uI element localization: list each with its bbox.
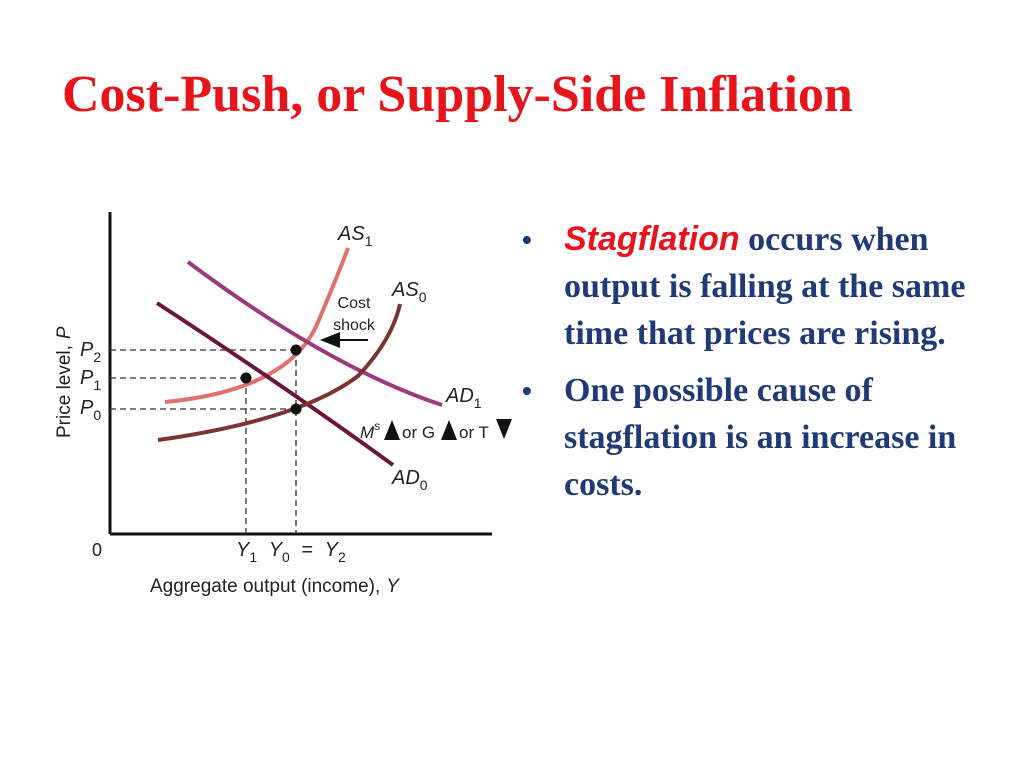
as0-curve bbox=[157, 303, 402, 442]
cost-shock-label-2: shock bbox=[333, 317, 376, 334]
p1-label: P1 bbox=[80, 367, 101, 393]
bullet-item: • Stagflation occurs when output is fall… bbox=[522, 216, 1002, 357]
ad1-label: AD1 bbox=[445, 385, 482, 411]
ad0-label: AD0 bbox=[391, 467, 428, 493]
x-axis-title: Aggregate output (income), Y bbox=[150, 576, 400, 597]
policy-label: Ms or G or T bbox=[360, 419, 512, 442]
bullet-item: • One possible cause of stagflation is a… bbox=[522, 367, 1002, 508]
svg-text:or G: or G bbox=[402, 423, 435, 442]
svg-text:Ms: Ms bbox=[360, 419, 380, 442]
as1-curve bbox=[164, 247, 350, 404]
ad1-curve bbox=[186, 260, 443, 407]
output-labels: Y1 Y0 = Y2 bbox=[236, 539, 346, 567]
bullet-emphasis: Stagflation bbox=[564, 220, 740, 258]
origin-label: 0 bbox=[92, 540, 102, 560]
equilibrium-point-p1 bbox=[240, 372, 252, 384]
y-axis-title: Price level,P bbox=[54, 326, 75, 438]
equilibrium-point-p0 bbox=[290, 403, 302, 415]
equilibrium-point-p2 bbox=[290, 344, 302, 356]
bullet-dot: • bbox=[522, 375, 532, 406]
as0-label: AS0 bbox=[391, 279, 427, 305]
bullet-text: One possible cause of stagflation is an … bbox=[564, 372, 957, 503]
svg-text:or T: or T bbox=[459, 423, 489, 442]
as1-label: AS1 bbox=[337, 223, 373, 249]
ad-as-diagram: Cost shock AS1 AS0 AD1 AD0 Ms or G or T … bbox=[54, 212, 512, 597]
slide-title: Cost-Push, or Supply-Side Inflation bbox=[62, 66, 853, 123]
bullet-text: occurs when output is falling at the sam… bbox=[564, 221, 966, 352]
ad0-curve bbox=[155, 301, 395, 467]
bullet-list: • Stagflation occurs when output is fall… bbox=[522, 216, 1002, 518]
bullet-dot: • bbox=[522, 224, 532, 255]
guide-lines bbox=[110, 349, 297, 534]
p2-label: P2 bbox=[80, 339, 101, 365]
cost-shock-label: Cost bbox=[338, 295, 371, 312]
p0-label: P0 bbox=[80, 397, 101, 423]
